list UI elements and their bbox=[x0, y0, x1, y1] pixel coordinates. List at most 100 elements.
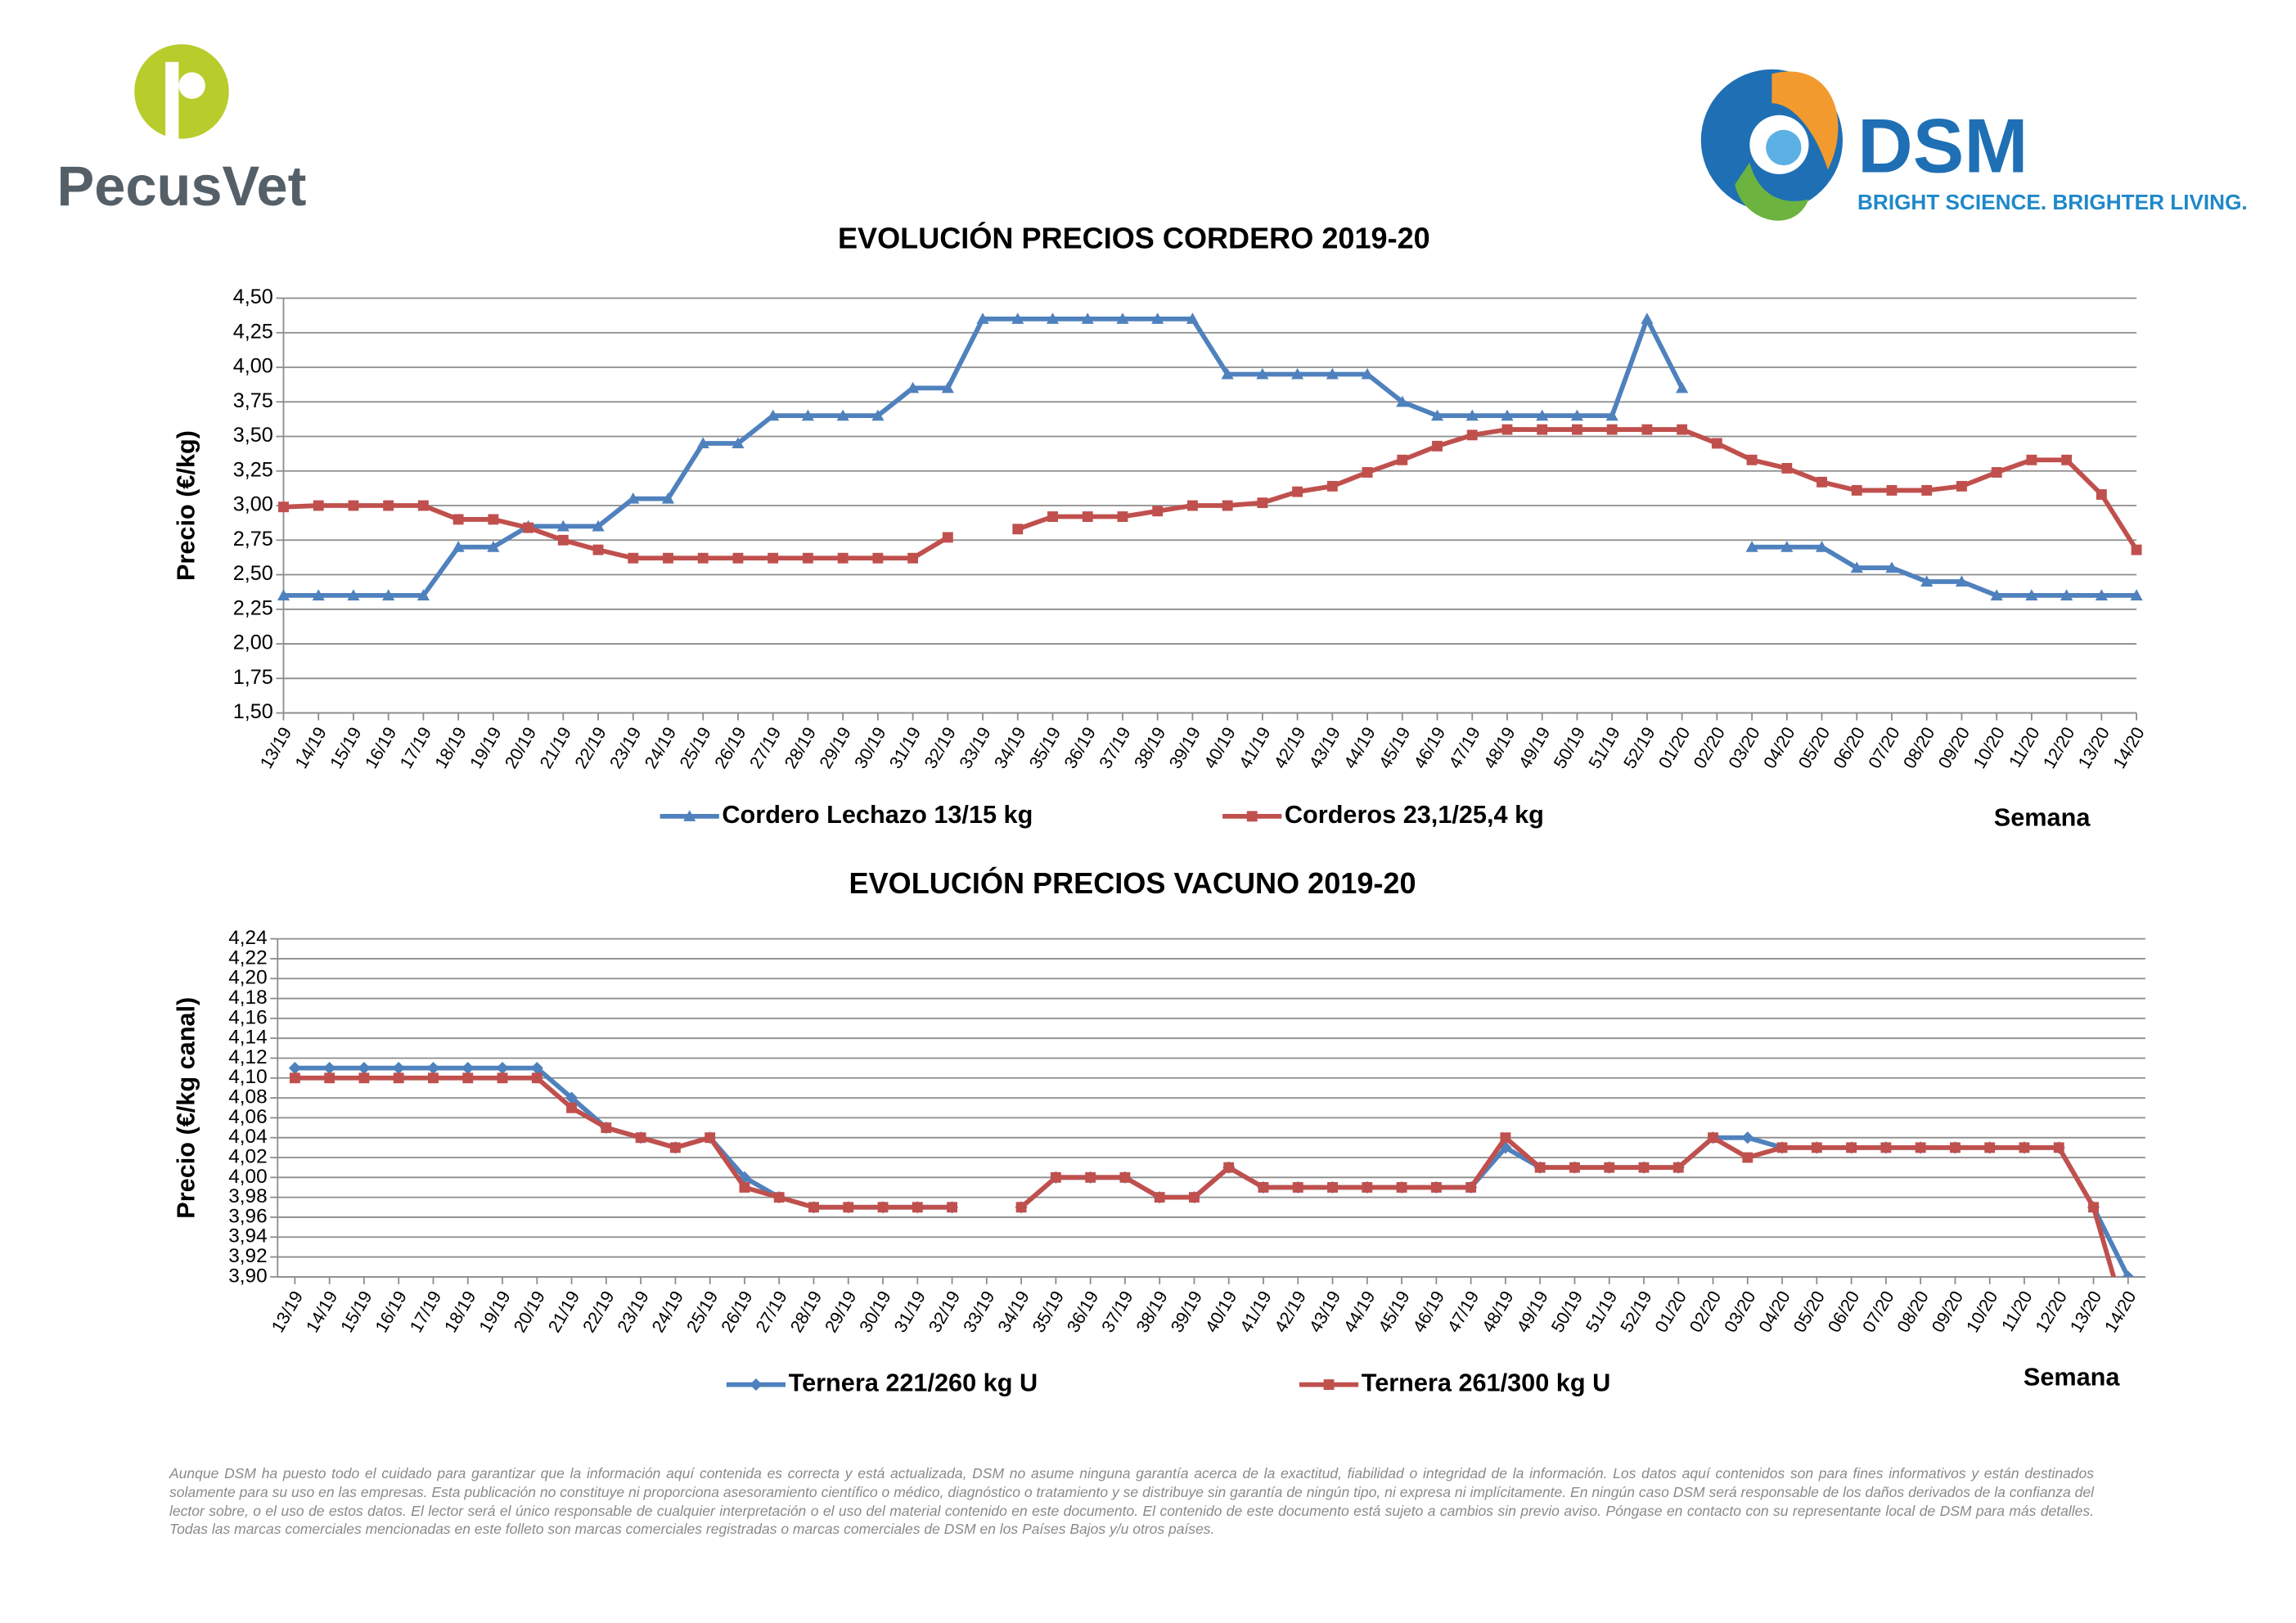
y-tick-label: 4,20 bbox=[228, 967, 267, 989]
marker bbox=[1327, 1182, 1338, 1193]
legend-label: Cordero Lechazo 13/15 kg bbox=[722, 801, 1033, 829]
y-tick-label: 3,25 bbox=[233, 458, 273, 481]
marker bbox=[942, 532, 953, 543]
marker bbox=[383, 500, 394, 511]
marker bbox=[2088, 1202, 2099, 1213]
x-tick-label: 22/19 bbox=[570, 723, 610, 771]
x-tick-label: 01/20 bbox=[1650, 1288, 1690, 1336]
marker bbox=[1846, 1142, 1857, 1153]
x-tick-label: 18/19 bbox=[430, 723, 470, 771]
x-tick-label: 40/19 bbox=[1200, 723, 1240, 771]
marker bbox=[635, 1132, 646, 1144]
y-tick-label: 4,16 bbox=[228, 1006, 267, 1028]
x-tick-label: 07/20 bbox=[1864, 723, 1904, 771]
x-tick-label: 19/19 bbox=[466, 723, 506, 771]
x-tick-label: 48/19 bbox=[1479, 723, 1519, 771]
marker bbox=[1676, 381, 1689, 393]
marker bbox=[1886, 484, 1898, 496]
x-tick-label: 28/19 bbox=[780, 723, 820, 771]
marker bbox=[941, 381, 954, 393]
marker bbox=[1641, 424, 1653, 435]
x-tick-label: 04/20 bbox=[1759, 723, 1799, 771]
marker bbox=[1672, 1162, 1684, 1173]
x-tick-label: 49/19 bbox=[1515, 723, 1555, 771]
x-tick-label: 34/19 bbox=[990, 723, 1030, 771]
logo-icon bbox=[178, 72, 205, 99]
marker bbox=[2130, 589, 2143, 600]
x-tick-label: 17/19 bbox=[405, 1288, 445, 1336]
marker bbox=[1570, 409, 1584, 421]
x-tick-label: 31/19 bbox=[889, 1288, 930, 1336]
y-tick-label: 4,04 bbox=[228, 1126, 267, 1148]
x-tick-label: 20/19 bbox=[509, 1288, 549, 1336]
x-tick-label: 06/20 bbox=[1829, 723, 1869, 771]
y-axis-label: Precio (€/kg canal) bbox=[172, 997, 200, 1219]
marker bbox=[1186, 312, 1200, 324]
dsm-logo: DSM BRIGHT SCIENCE. BRIGHTER LIVING. bbox=[1700, 69, 2248, 221]
marker bbox=[2061, 454, 2073, 465]
marker bbox=[1015, 1202, 1027, 1213]
marker bbox=[323, 1062, 336, 1075]
y-tick-label: 4,00 bbox=[228, 1166, 267, 1188]
marker bbox=[907, 381, 920, 393]
marker bbox=[1534, 1162, 1546, 1173]
y-axis-label: Precio (€/kg) bbox=[172, 430, 200, 581]
marker bbox=[1116, 312, 1129, 324]
x-tick-label: 29/19 bbox=[821, 1288, 861, 1336]
x-tick-label: 39/19 bbox=[1164, 723, 1204, 771]
marker bbox=[1949, 1142, 1961, 1153]
x-tick-label: 30/19 bbox=[855, 1288, 895, 1336]
x-tick-label: 42/19 bbox=[1270, 723, 1310, 771]
x-tick-label: 47/19 bbox=[1444, 723, 1484, 771]
x-tick-label: 15/19 bbox=[326, 723, 366, 771]
marker bbox=[428, 1072, 439, 1084]
y-tick-label: 3,98 bbox=[228, 1185, 267, 1207]
y-tick-label: 4,24 bbox=[228, 927, 267, 949]
marker bbox=[496, 1062, 509, 1075]
marker bbox=[1082, 511, 1093, 522]
x-tick-label: 09/20 bbox=[1927, 1288, 1967, 1336]
chart-title: EVOLUCIÓN PRECIOS VACUNO 2019-20 bbox=[849, 865, 1416, 900]
marker bbox=[1956, 480, 1967, 492]
x-tick-label: 17/19 bbox=[395, 723, 435, 771]
marker bbox=[705, 1132, 716, 1144]
marker bbox=[1776, 1142, 1788, 1153]
x-tick-label: 30/19 bbox=[850, 723, 890, 771]
x-tick-label: 21/19 bbox=[544, 1288, 584, 1336]
marker bbox=[1921, 484, 1933, 496]
x-tick-label: 43/19 bbox=[1305, 1288, 1345, 1336]
marker bbox=[1571, 424, 1582, 435]
x-tick-label: 50/19 bbox=[1549, 723, 1589, 771]
marker bbox=[663, 552, 673, 564]
x-tick-label: 25/19 bbox=[675, 723, 715, 771]
marker bbox=[556, 519, 569, 532]
y-tick-label: 4,50 bbox=[233, 285, 273, 308]
x-tick-label: 16/19 bbox=[361, 723, 401, 771]
marker bbox=[1851, 484, 1862, 496]
marker bbox=[1292, 1182, 1303, 1193]
marker bbox=[312, 589, 325, 600]
x-tick-label: 47/19 bbox=[1443, 1288, 1483, 1336]
marker bbox=[1536, 409, 1549, 421]
logo-icon bbox=[1735, 162, 1809, 221]
x-tick-label: 38/19 bbox=[1130, 723, 1170, 771]
marker bbox=[2053, 1142, 2064, 1153]
y-tick-label: 2,50 bbox=[233, 562, 273, 585]
x-tick-label: 39/19 bbox=[1166, 1288, 1206, 1336]
x-tick-label: 28/19 bbox=[786, 1288, 826, 1336]
y-tick-label: 4,00 bbox=[233, 355, 273, 378]
x-tick-label: 44/19 bbox=[1339, 723, 1380, 771]
marker bbox=[1465, 1182, 1477, 1193]
marker bbox=[392, 1062, 405, 1075]
marker bbox=[739, 1182, 750, 1193]
x-tick-label: 46/19 bbox=[1408, 1288, 1448, 1336]
marker bbox=[1012, 524, 1024, 535]
x-tick-label: 10/20 bbox=[1969, 723, 2009, 771]
legend-marker bbox=[683, 810, 696, 821]
legend-marker bbox=[1246, 811, 1258, 822]
marker bbox=[1397, 454, 1408, 465]
x-tick-label: 41/19 bbox=[1235, 723, 1275, 771]
marker bbox=[416, 589, 430, 600]
x-tick-label: 14/19 bbox=[290, 723, 331, 771]
